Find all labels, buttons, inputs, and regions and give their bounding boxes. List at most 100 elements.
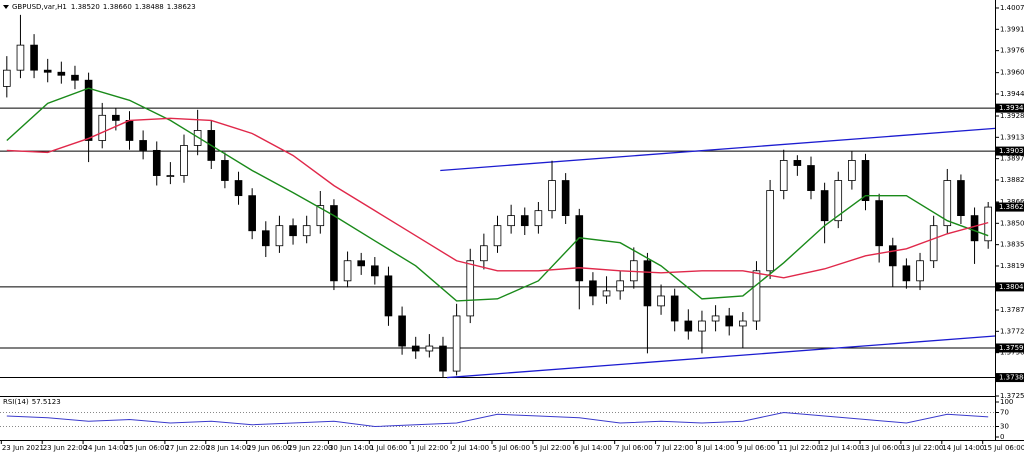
- x-tick-label: 23 Jun 22:00: [43, 444, 87, 452]
- candle-body: [493, 225, 502, 247]
- y-tick-label: 1.38660: [1000, 198, 1024, 206]
- trendline: [447, 335, 996, 379]
- candle-body: [793, 160, 802, 166]
- candle-body: [71, 74, 79, 81]
- candle-body: [248, 195, 256, 232]
- candle-body: [902, 265, 911, 282]
- rsi-tick-label: 30: [1000, 423, 1009, 431]
- trendline: [440, 127, 996, 172]
- candle-body: [398, 315, 406, 347]
- y-tick-label: 1.37565: [1000, 349, 1024, 357]
- level-tag: [996, 282, 1024, 292]
- x-tick-label: 5 Jul 22:00: [533, 444, 571, 452]
- x-tick-label: 15 Jul 06:00: [983, 444, 1024, 452]
- candle-body: [643, 260, 652, 307]
- candle-body: [30, 44, 38, 71]
- level-label: 1.39342: [999, 104, 1024, 112]
- candle-body: [112, 114, 120, 121]
- x-tick-label: 30 Jun 14:00: [329, 444, 373, 452]
- candle-body: [670, 295, 679, 322]
- candle-body: [125, 119, 134, 141]
- level-label: 1.39030: [999, 147, 1024, 155]
- ohlc-low: 1.38488: [135, 3, 164, 11]
- rsi-header: RSI(14) 57.5123: [3, 398, 61, 406]
- x-tick-label: 6 Jul 14:00: [574, 444, 612, 452]
- candle-body: [739, 320, 747, 327]
- ohlc-high: 1.38660: [103, 3, 132, 11]
- candle-body: [534, 210, 543, 227]
- ohlc-close: 1.38623: [167, 3, 196, 11]
- y-tick-label: 1.39445: [1000, 90, 1024, 98]
- candle-body: [152, 149, 161, 176]
- candle-body: [466, 260, 475, 317]
- last-price-tag: [996, 202, 1024, 212]
- candle-body: [957, 180, 965, 217]
- x-tick-label: 13 Jul 06:00: [861, 444, 903, 452]
- candle-body: [616, 280, 624, 292]
- x-tick-label: 11 Jul 22:00: [779, 444, 821, 452]
- candle-body: [875, 200, 883, 247]
- candle-body: [452, 315, 461, 372]
- x-tick-label: 23 Jun 2021: [2, 444, 44, 452]
- moving-average: [6, 87, 989, 302]
- candle-body: [589, 280, 597, 297]
- candle-body: [507, 215, 515, 227]
- candle-body: [425, 345, 434, 352]
- level-label: 1.38043: [999, 283, 1024, 291]
- candle-body: [766, 190, 774, 272]
- candle-body: [807, 165, 815, 191]
- y-tick-label: 1.38350: [1000, 241, 1024, 249]
- candle-body: [561, 180, 570, 217]
- rsi-line: [6, 411, 989, 428]
- level-tag: [996, 103, 1024, 113]
- x-tick-label: 9 Jul 06:00: [738, 444, 776, 452]
- symbol: GBPUSD,var,H1: [12, 3, 67, 11]
- y-tick-label: 1.37720: [1000, 327, 1024, 335]
- candle-body: [180, 145, 188, 176]
- x-tick-label: 24 Jun 14:00: [84, 444, 128, 452]
- level-tag: [996, 146, 1024, 156]
- rsi-tick-label: 100: [1000, 398, 1013, 406]
- candle-body: [166, 175, 175, 177]
- candle-body: [520, 215, 529, 227]
- x-tick-label: 2 Jul 14:00: [452, 444, 490, 452]
- level-label: 1.37599: [999, 344, 1024, 352]
- candle-body: [698, 320, 706, 332]
- x-tick-label: 1 Jul 22:00: [411, 444, 449, 452]
- candle-body: [371, 265, 379, 277]
- rsi-value: 57.5123: [32, 398, 61, 406]
- x-tick-label: 27 Jun 22:00: [165, 444, 209, 452]
- x-tick-label: 13 Jul 22:00: [901, 444, 943, 452]
- x-tick-label: 29 Jun 06:00: [247, 444, 291, 452]
- candle-body: [316, 205, 325, 227]
- x-tick-label: 1 Jul 06:00: [370, 444, 408, 452]
- candle-body: [711, 315, 720, 322]
- candle-body: [916, 260, 924, 282]
- candle-body: [57, 71, 66, 76]
- candle-body: [834, 180, 843, 222]
- y-tick-label: 1.37250: [1000, 392, 1024, 400]
- chart-header: GBPUSD,var,H1 1.38520 1.38660 1.38488 1.3862…: [12, 3, 196, 11]
- candle-body: [139, 140, 147, 151]
- candle-body: [684, 320, 693, 332]
- candle-body: [779, 160, 788, 191]
- y-tick-label: 1.39285: [1000, 112, 1024, 120]
- candle-body: [384, 275, 393, 317]
- candle-body: [43, 69, 52, 73]
- candle-body: [261, 230, 270, 247]
- y-tick-label: 1.37875: [1000, 306, 1024, 314]
- candle-body: [302, 225, 311, 237]
- level-tag: [996, 373, 1024, 383]
- candle-body: [439, 345, 447, 372]
- x-tick-label: 25 Jun 06:00: [124, 444, 168, 452]
- candle-body: [657, 295, 665, 307]
- x-tick-label: 28 Jun 14:00: [206, 444, 250, 452]
- candle-body: [480, 245, 488, 262]
- y-tick-label: 1.39760: [1000, 47, 1024, 55]
- menu-arrow[interactable]: [3, 5, 9, 9]
- rsi-label: RSI(14): [3, 398, 29, 406]
- moving-average: [6, 117, 989, 279]
- x-tick-label: 8 Jul 14:00: [697, 444, 735, 452]
